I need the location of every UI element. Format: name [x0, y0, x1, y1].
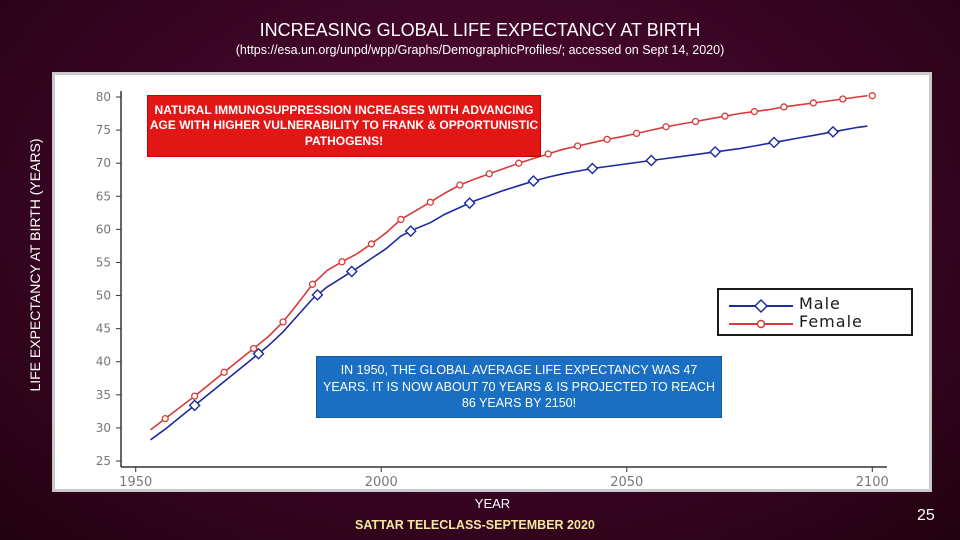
male-data-point: [527, 175, 540, 188]
male-data-point: [252, 347, 265, 360]
x-tick-label: 2100: [856, 475, 889, 489]
female-data-point: [515, 159, 523, 167]
female-data-point: [721, 112, 729, 120]
footer-text: SATTAR TELECLASS-SEPTEMBER 2020: [355, 518, 595, 532]
life-expectancy-note: IN 1950, THE GLOBAL AVERAGE LIFE EXPECTA…: [316, 356, 722, 418]
y-tick-label: 25: [96, 454, 111, 468]
y-tick-label: 70: [96, 156, 111, 170]
male-data-point: [768, 136, 781, 149]
chart-legend: Male Female: [717, 288, 913, 336]
female-data-point: [308, 280, 317, 288]
female-data-point: [839, 95, 847, 103]
y-tick-label: 45: [96, 322, 111, 336]
female-data-point: [367, 240, 376, 248]
y-tick-label: 40: [96, 355, 111, 369]
male-data-point: [586, 162, 599, 175]
y-tick-label: 75: [96, 123, 111, 137]
legend-label-male: Male: [799, 294, 841, 313]
y-tick-label: 55: [96, 255, 111, 269]
female-data-point: [338, 258, 346, 266]
female-data-point: [456, 181, 464, 189]
female-data-point: [161, 414, 169, 423]
female-data-point: [574, 142, 582, 150]
source-subtitle: (https://esa.un.org/unpd/wpp/Graphs/Demo…: [235, 43, 725, 57]
legend-item-female: Female: [719, 312, 915, 332]
male-series-line: [150, 125, 868, 441]
y-tick-label: 50: [96, 289, 111, 303]
female-data-point: [426, 198, 434, 206]
life-expectancy-chart: 25 30 35 40 45 50 55 60 65 70 75 80 1950 2000 2050 2100: [96, 90, 889, 489]
male-data-point: [709, 145, 722, 158]
female-data-point: [485, 170, 493, 178]
female-data-point: [750, 107, 759, 116]
y-tick-label: 60: [96, 222, 111, 236]
female-data-point: [397, 215, 405, 224]
female-legend-swatch: [729, 319, 793, 329]
female-data-point: [632, 129, 641, 138]
slide-number: 25: [917, 507, 935, 524]
male-data-point: [463, 197, 476, 210]
male-data-point: [188, 399, 201, 412]
immunosuppression-note: NATURAL IMMUNOSUPPRESSION INCREASES WITH…: [147, 95, 541, 157]
female-data-point: [279, 318, 287, 326]
male-data-point: [826, 125, 839, 138]
male-data-point: [645, 154, 658, 167]
female-data-point: [249, 344, 258, 353]
female-data-point: [191, 392, 199, 400]
male-data-point: [345, 265, 358, 278]
female-data-point: [662, 123, 670, 131]
female-data-point: [544, 150, 552, 158]
y-tick-label: 80: [96, 90, 111, 104]
x-tick-label: 2050: [610, 475, 643, 489]
y-tick-label: 30: [96, 421, 111, 435]
y-tick-label: 65: [96, 189, 111, 203]
x-axis-label: YEAR: [474, 496, 511, 511]
female-data-point: [603, 135, 611, 144]
slide-title: INCREASING GLOBAL LIFE EXPECTANCY AT BIR…: [259, 20, 701, 40]
female-data-point: [780, 103, 788, 111]
female-data-point: [220, 368, 228, 376]
y-axis-label-container: LIFE EXPECTANCY AT BIRTH (YEARS): [24, 72, 46, 458]
male-legend-swatch: [729, 298, 793, 314]
x-tick-label: 1950: [119, 475, 152, 489]
legend-label-female: Female: [799, 312, 863, 331]
female-data-point: [868, 92, 876, 100]
female-data-point: [691, 117, 700, 126]
y-axis-label: LIFE EXPECTANCY AT BIRTH (YEARS): [27, 138, 43, 392]
male-data-point: [404, 225, 417, 238]
legend-item-male: Male: [719, 294, 915, 314]
male-data-point: [311, 288, 324, 301]
x-tick-label: 2000: [365, 475, 398, 489]
y-tick-label: 35: [96, 388, 111, 402]
female-data-point: [809, 99, 817, 107]
